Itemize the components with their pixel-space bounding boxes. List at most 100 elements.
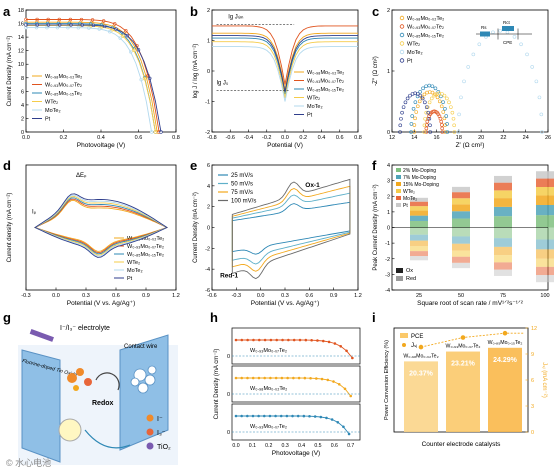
watermark: © 水心电池 — [6, 457, 51, 468]
panel-b-series-w85 — [212, 37, 358, 95]
panel-b-series-wte2 — [212, 41, 358, 98]
panel-c-point-w98 — [417, 99, 422, 104]
panel-e-xtick-label: 0.9 — [330, 293, 338, 299]
panel-f-bar-red — [536, 227, 554, 240]
panel-i-jsc-point — [502, 330, 508, 336]
panel-e-xtick-label: 0.6 — [306, 293, 314, 299]
panel-c-point-w85 — [411, 106, 416, 111]
panel-a-legend-label: MoTe₂ — [45, 108, 61, 114]
panel-c-point-w98 — [422, 92, 427, 97]
catalyst-particles — [130, 365, 157, 394]
panel-f-bar-red — [494, 255, 512, 263]
panel-a-ytick-label: 0 — [21, 130, 24, 136]
panel-c-point-mote2 — [457, 112, 461, 117]
panel-i-jsc-point — [418, 344, 424, 350]
panel-e-legend-label: 100 mV/s — [231, 199, 256, 205]
panel-c-point-wte2 — [449, 105, 453, 109]
panel-h-xtick-label: 0.3 — [282, 443, 289, 449]
panel-h-ytick-label: 0 — [227, 392, 230, 398]
panel-i-ytick-right-label: 9 — [531, 352, 534, 358]
panel-label-i: i — [372, 310, 376, 325]
panel-f-bar-ox — [494, 206, 512, 217]
panel-c-point-w93 — [424, 130, 429, 134]
panel-b-ytick-label: 2 — [207, 8, 210, 14]
panel-a-ytick-label: 6 — [21, 89, 24, 95]
panel-f-bar-ox — [536, 205, 554, 216]
panel-c-circuit-rs-label: Rs — [481, 25, 487, 30]
panel-i-ylabel-left: Power Conversion Efficiency (%) — [384, 340, 390, 420]
panel-d-xtick-label: 0.3 — [82, 293, 90, 299]
panel-c-legend-label: W₀.₉₈Mo₀.₀₂Te₂ — [407, 16, 444, 22]
panel-c-point-pt — [401, 105, 406, 109]
panel-c-point-w98 — [439, 104, 444, 109]
panel-f-bar-red — [410, 227, 428, 235]
panel-c-point-wte2 — [425, 105, 430, 109]
panel-f-bar-ox — [536, 195, 554, 205]
panel-c-xtick-label: 26 — [545, 135, 551, 141]
panel-a-ytick-label: 14 — [18, 35, 24, 41]
panel-a-ytick-label: 2 — [21, 116, 24, 122]
panel-c-point-w98 — [415, 104, 420, 109]
panel-e-ylabel: Current Density (mA cm⁻²) — [193, 192, 199, 263]
panel-f-bar-ox — [494, 190, 512, 199]
panel-f-xtick-label: 100 — [540, 293, 549, 299]
panel-c-point-pt — [400, 110, 404, 115]
panel-f-peak-current-chart: -4 -3 -2 -1 0 1 2 3 4 Square root of scan rate / … — [373, 163, 554, 307]
panel-b-ytick-label: -2 — [205, 130, 210, 136]
panel-f-bar-ox — [494, 216, 512, 228]
panel-f-bar-red — [494, 246, 512, 256]
panel-c-point-wte2 — [440, 92, 444, 96]
panel-f-legend-label: 2% Mo-Doping — [403, 168, 436, 174]
panel-c-point-mote2 — [491, 30, 495, 35]
panel-c-point-w85 — [409, 130, 413, 134]
panel-f-bar-red — [452, 236, 470, 244]
panel-c-circuit-rct-label: Rct — [503, 20, 510, 25]
panel-c-legend-label: W₀.₉₃Mo₀.₀₇Te₂ — [407, 25, 444, 31]
electrolyte-label: I⁻/I₃⁻ electrolyte — [60, 325, 110, 332]
panel-d-xtick-label: 0.6 — [112, 293, 120, 299]
panel-f-ytick-label: 0 — [387, 226, 390, 232]
panel-b-ytick-label: -1 — [205, 100, 210, 106]
panel-f-bar-red — [452, 250, 470, 257]
panel-h-xtick-label: 0.7 — [347, 443, 354, 449]
panel-c-point-pt — [428, 123, 432, 128]
panel-f-legend-swatch — [396, 189, 401, 193]
panel-c-point-w85 — [445, 122, 449, 126]
panel-c-point-mote2 — [519, 42, 523, 47]
panel-a-series-pt — [26, 24, 162, 133]
panel-c-point-mote2 — [462, 79, 466, 84]
panel-f-bar-ox — [494, 198, 512, 207]
panel-a-xlabel: Photovoltage (V) — [77, 142, 125, 149]
panel-h-xtick-label: 0.2 — [265, 443, 272, 449]
panel-b-xtick-label: -0.4 — [244, 135, 253, 141]
panel-e-xtick-label: 1.2 — [354, 293, 362, 299]
panel-e-ytick-label: 6 — [207, 163, 210, 169]
panel-c-point-w98 — [437, 99, 442, 104]
redox-label: Redox — [92, 400, 114, 407]
panel-e-xtick-label: -0.3 — [232, 293, 241, 299]
panel-f-bar-red — [494, 238, 512, 247]
panel-b-xtick-label: 0.6 — [336, 135, 344, 141]
panel-c-point-mote2 — [498, 28, 502, 33]
panel-c-point-w85 — [444, 114, 449, 118]
panel-f-bar-ox — [452, 186, 470, 193]
panel-d-xtick-label: 1.2 — [172, 293, 180, 299]
panel-c-point-wte2 — [445, 96, 449, 101]
panel-c-point-w85 — [430, 84, 435, 89]
panel-d-series-pt — [34, 193, 168, 258]
panel-c-xtick-label: 12 — [389, 135, 395, 141]
panel-c-point-w85 — [427, 83, 432, 88]
panel-f-legend2-swatch — [396, 268, 403, 273]
panel-h-ytick-label: 0 — [227, 430, 230, 436]
panel-c-ytick-label: 1 — [387, 69, 390, 75]
panel-a-ytick-label: 18 — [18, 8, 24, 14]
panel-f-bar-red — [410, 240, 428, 247]
panel-c-ylabel: -Z″ (Ω cm²) — [373, 56, 379, 86]
panel-c-point-w98 — [414, 110, 419, 114]
panel-c-point-w85 — [410, 114, 415, 118]
panel-i-pce-label: 24.29% — [493, 357, 518, 364]
panel-c-point-wte2 — [451, 116, 456, 121]
panel-h-xtick-label: 0.1 — [249, 443, 256, 449]
panel-label-f: f — [372, 158, 377, 173]
panel-label-g: g — [3, 310, 11, 325]
